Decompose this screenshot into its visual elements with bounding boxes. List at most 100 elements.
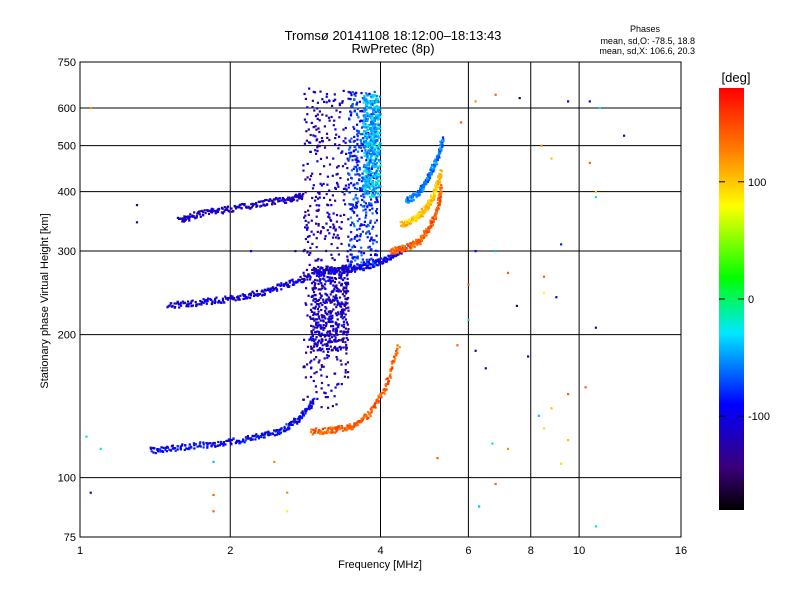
echo-point — [373, 164, 376, 167]
echo-point — [400, 220, 404, 223]
echo-point — [195, 215, 198, 218]
echo-point — [346, 302, 349, 305]
echo-point — [339, 359, 342, 362]
echo-point — [311, 288, 315, 291]
echo-point — [362, 252, 366, 255]
echo-point — [363, 152, 366, 155]
echo-point — [202, 298, 205, 301]
echo-point — [356, 255, 359, 258]
echo-point — [567, 393, 570, 396]
echo-point — [377, 135, 380, 138]
echo-point — [373, 174, 376, 177]
echo-point — [312, 400, 315, 403]
echo-point — [369, 253, 372, 256]
echo-point — [351, 203, 354, 206]
echo-point — [407, 218, 410, 221]
echo-point — [364, 178, 367, 181]
echo-point — [341, 165, 345, 168]
echo-point — [438, 204, 441, 207]
echo-point — [342, 140, 345, 143]
echo-point — [420, 239, 423, 242]
echo-point — [327, 215, 330, 218]
echo-point — [321, 344, 324, 347]
echo-point — [418, 193, 421, 196]
echo-point — [365, 169, 368, 172]
echo-point — [401, 247, 404, 250]
echo-point — [310, 230, 313, 233]
echo-point — [367, 149, 370, 152]
echo-point — [361, 132, 364, 136]
echo-point — [407, 198, 410, 201]
echo-point — [320, 266, 323, 269]
echo-point — [439, 176, 442, 179]
echo-point — [363, 205, 366, 208]
echo-point — [326, 313, 329, 316]
echo-point — [397, 248, 400, 251]
echo-point — [319, 90, 322, 93]
echo-point — [343, 277, 346, 280]
echo-point — [506, 447, 510, 450]
echo-point — [370, 136, 373, 139]
echo-point — [357, 116, 360, 119]
echo-point — [325, 334, 329, 337]
echo-point — [438, 156, 441, 159]
echo-point — [349, 253, 352, 256]
echo-point — [323, 272, 326, 275]
echo-point — [310, 330, 313, 333]
echo-point — [184, 218, 187, 221]
echo-point — [344, 203, 347, 206]
echo-point — [347, 328, 350, 331]
echo-point — [366, 205, 369, 208]
echo-point — [339, 290, 342, 293]
echo-point — [350, 177, 353, 180]
echo-point — [265, 198, 268, 202]
echo-point — [293, 283, 296, 286]
plot-marks — [85, 87, 626, 528]
echo-point — [320, 342, 323, 345]
echo-point — [367, 125, 370, 128]
echo-point — [311, 332, 314, 336]
echo-point — [326, 175, 329, 178]
echo-point — [346, 250, 349, 253]
echo-point — [354, 259, 357, 262]
echo-point — [174, 447, 177, 450]
echo-point — [194, 443, 197, 446]
echo-point — [412, 218, 415, 221]
echo-point — [375, 171, 378, 174]
echo-point — [345, 188, 348, 191]
echo-point — [370, 121, 373, 124]
echo-point — [366, 137, 369, 140]
echo-point — [369, 107, 372, 110]
echo-point — [332, 308, 335, 311]
echo-point — [373, 136, 376, 139]
echo-point — [322, 324, 325, 327]
echo-point — [430, 224, 433, 227]
echo-point — [243, 297, 247, 300]
echo-point — [328, 216, 331, 219]
echo-point — [302, 414, 306, 417]
echo-point — [348, 148, 351, 151]
echo-point — [348, 157, 351, 160]
echo-point — [421, 235, 424, 238]
echo-point — [351, 103, 354, 106]
echo-point — [225, 439, 228, 442]
echo-point — [363, 134, 366, 137]
echo-point — [183, 448, 186, 451]
echo-point — [326, 183, 329, 186]
echo-point — [369, 128, 372, 131]
echo-point — [431, 199, 434, 202]
echo-point — [179, 446, 182, 450]
echo-point — [316, 279, 319, 282]
echo-point — [420, 207, 423, 210]
echo-point — [247, 205, 250, 208]
echo-point — [312, 280, 315, 283]
echo-point — [330, 320, 333, 323]
echo-point — [323, 286, 326, 289]
echo-point — [358, 238, 361, 241]
echo-point — [362, 209, 365, 212]
echo-point — [331, 236, 335, 239]
echo-point — [344, 297, 347, 300]
echo-point — [346, 178, 350, 181]
echo-point — [371, 107, 374, 110]
